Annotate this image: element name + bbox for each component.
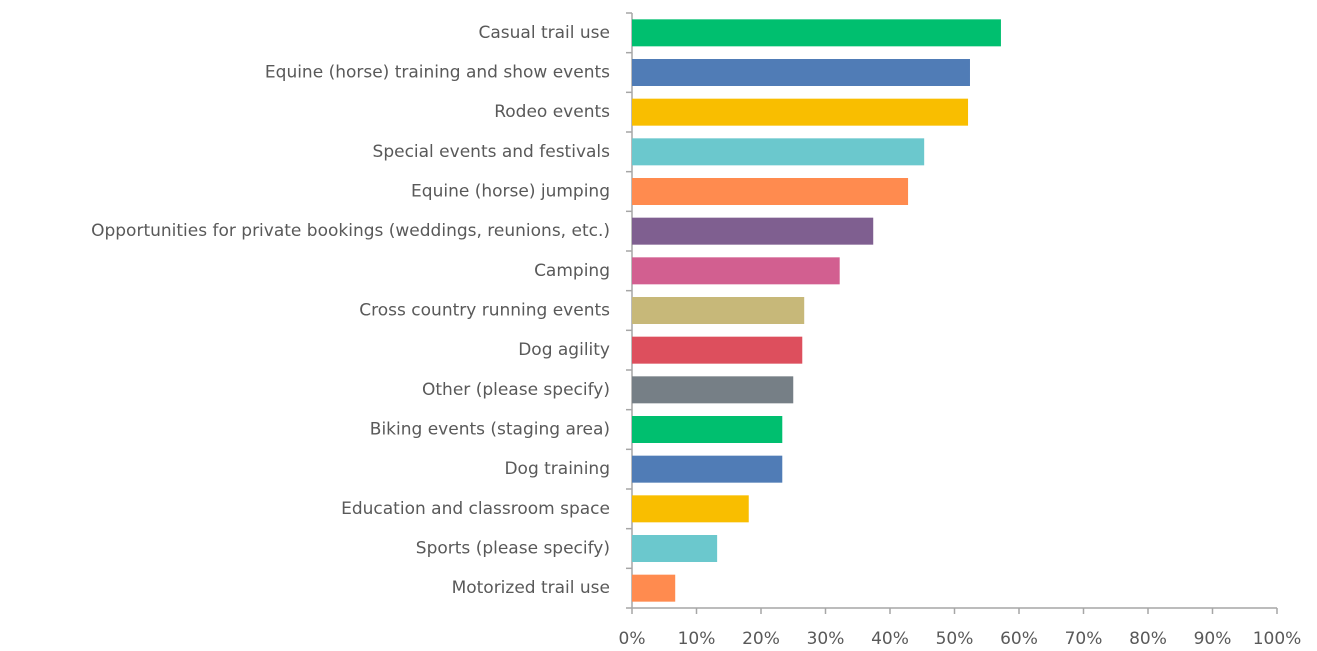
bar bbox=[632, 178, 909, 205]
y-tick-label: Other (please specify) bbox=[422, 380, 610, 400]
bar bbox=[632, 455, 783, 483]
x-tick-label: 10% bbox=[678, 629, 716, 649]
x-tick-label: 100% bbox=[1253, 629, 1302, 649]
x-tick-label: 60% bbox=[1000, 629, 1038, 649]
y-tick-label: Casual trail use bbox=[479, 23, 610, 43]
bar bbox=[632, 495, 749, 523]
x-tick-label: 30% bbox=[807, 629, 845, 649]
bar bbox=[632, 59, 970, 86]
y-tick-label: Rodeo events bbox=[494, 102, 610, 122]
y-tick-label: Sports (please specify) bbox=[416, 539, 610, 559]
bar bbox=[632, 297, 805, 324]
bar bbox=[632, 535, 718, 562]
y-tick-label: Biking events (staging area) bbox=[370, 420, 610, 440]
y-tick-label: Dog training bbox=[504, 459, 610, 479]
bar bbox=[632, 98, 969, 126]
y-tick-label: Equine (horse) training and show events bbox=[265, 63, 610, 83]
x-tick-label: 0% bbox=[619, 629, 646, 649]
y-tick-label: Camping bbox=[534, 261, 610, 281]
y-tick-label: Education and classroom space bbox=[341, 499, 610, 519]
bar bbox=[632, 19, 1001, 47]
x-tick-label: 50% bbox=[936, 629, 974, 649]
x-tick-label: 40% bbox=[871, 629, 909, 649]
x-tick-label: 80% bbox=[1129, 629, 1167, 649]
bar bbox=[632, 416, 783, 443]
bar bbox=[632, 336, 803, 364]
bar bbox=[632, 217, 874, 245]
x-tick-label: 70% bbox=[1065, 629, 1103, 649]
y-tick-label: Motorized trail use bbox=[452, 578, 610, 598]
bar bbox=[632, 574, 676, 602]
x-tick-label: 90% bbox=[1194, 629, 1232, 649]
y-tick-label: Special events and festivals bbox=[373, 142, 611, 162]
y-tick-label: Opportunities for private bookings (wedd… bbox=[91, 221, 610, 241]
bar bbox=[632, 138, 925, 166]
y-tick-label: Cross country running events bbox=[359, 301, 610, 321]
x-tick-label: 20% bbox=[742, 629, 780, 649]
bar bbox=[632, 257, 840, 285]
bar bbox=[632, 376, 794, 404]
y-tick-label: Equine (horse) jumping bbox=[411, 182, 610, 202]
y-tick-label: Dog agility bbox=[518, 340, 610, 360]
